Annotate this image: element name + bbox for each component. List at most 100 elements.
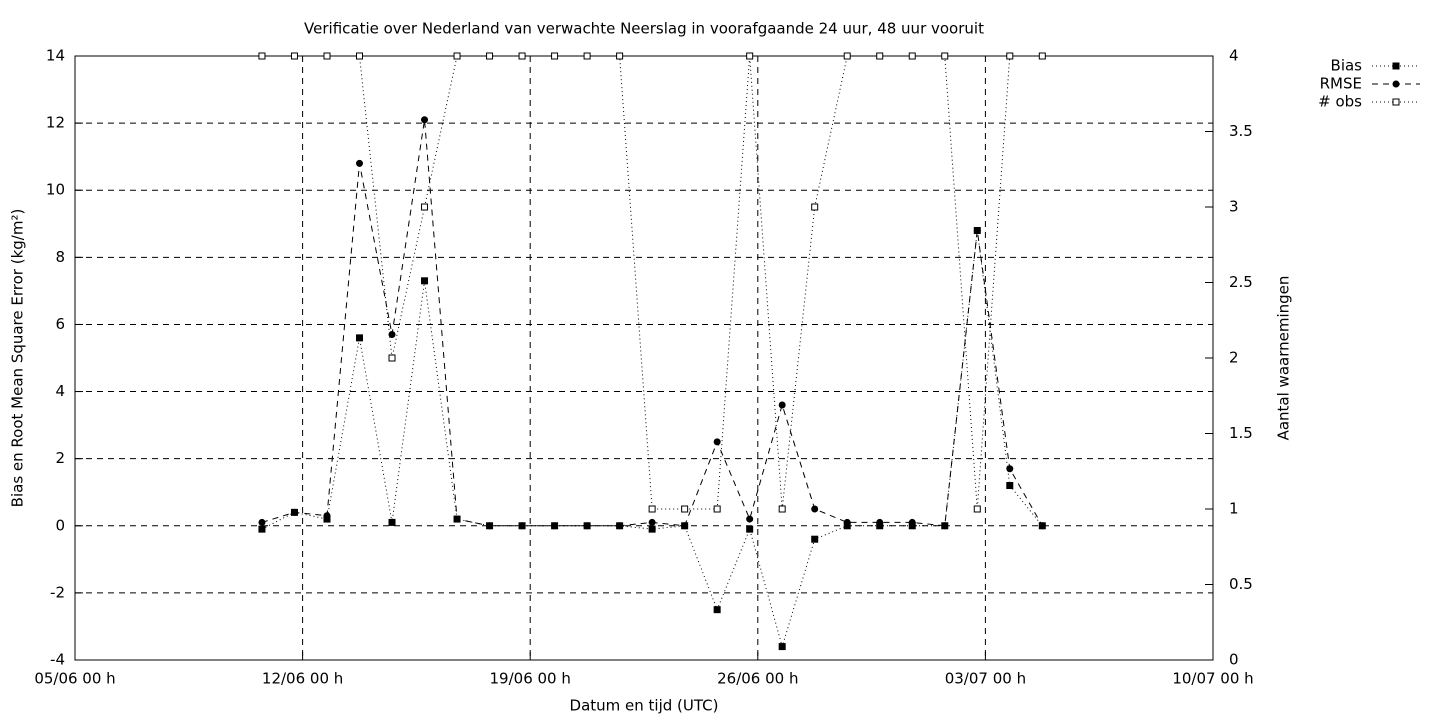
y2-tick-label: 2.5 bbox=[1229, 273, 1253, 291]
y2-tick-label: 0 bbox=[1229, 651, 1239, 669]
plot-frame bbox=[74, 55, 1214, 661]
y-tick-label: 6 bbox=[55, 315, 65, 333]
marker bbox=[973, 226, 981, 234]
marker bbox=[290, 52, 298, 60]
x-axis-label: Datum en tijd (UTC) bbox=[570, 697, 719, 715]
marker bbox=[356, 52, 363, 60]
x-tick-label: 19/06 00 h bbox=[490, 670, 571, 688]
marker bbox=[843, 518, 851, 526]
marker bbox=[811, 505, 819, 513]
y2-tick-label: 3 bbox=[1229, 198, 1239, 216]
legend-marker bbox=[1392, 62, 1400, 70]
x-tick-label: 05/06 00 h bbox=[34, 670, 115, 688]
x-tick-label: 12/06 00 h bbox=[262, 670, 343, 688]
legend-label: Bias bbox=[1331, 57, 1363, 75]
legend-marker bbox=[1392, 80, 1400, 88]
y2-tick-label: 0.5 bbox=[1229, 575, 1253, 593]
series-line bbox=[261, 119, 1043, 527]
marker bbox=[421, 277, 429, 285]
marker bbox=[648, 505, 656, 513]
y2-tick-label: 1.5 bbox=[1229, 424, 1253, 442]
marker bbox=[908, 52, 916, 60]
marker bbox=[811, 203, 819, 211]
legend-label: # obs bbox=[1318, 93, 1362, 111]
marker bbox=[941, 522, 949, 530]
marker bbox=[453, 515, 461, 523]
marker bbox=[388, 331, 396, 339]
y2-tick-label: 1 bbox=[1229, 500, 1239, 518]
marker bbox=[811, 535, 819, 543]
x-tick-label: 03/07 00 h bbox=[945, 670, 1026, 688]
marker bbox=[648, 525, 656, 533]
marker bbox=[876, 518, 884, 526]
marker bbox=[713, 606, 721, 614]
marker bbox=[453, 52, 461, 60]
marker bbox=[323, 52, 331, 60]
x-tick-label: 26/06 00 h bbox=[717, 670, 798, 688]
marker bbox=[1006, 465, 1014, 473]
y2-axis-label: Aantal waarnemingen bbox=[1275, 276, 1293, 441]
series-line bbox=[261, 230, 1043, 649]
marker bbox=[908, 518, 916, 526]
series-line bbox=[261, 55, 1043, 510]
marker bbox=[421, 116, 429, 124]
legend-marker bbox=[1392, 98, 1400, 106]
y-tick-label: -4 bbox=[50, 651, 65, 669]
marker bbox=[583, 522, 591, 530]
marker bbox=[486, 522, 494, 530]
y2-tick-label: 3.5 bbox=[1229, 122, 1253, 140]
marker bbox=[778, 505, 786, 513]
marker bbox=[388, 354, 396, 362]
marker bbox=[616, 52, 624, 60]
marker bbox=[551, 522, 559, 530]
marker bbox=[583, 52, 591, 60]
marker bbox=[323, 512, 331, 520]
marker bbox=[778, 643, 786, 651]
marker bbox=[973, 505, 981, 513]
marker bbox=[290, 508, 298, 516]
chart-title: Verificatie over Nederland van verwachte… bbox=[304, 20, 984, 38]
marker bbox=[258, 525, 266, 533]
y-axis-label: Bias en Root Mean Square Error (kg/m²) bbox=[9, 209, 27, 508]
marker bbox=[713, 505, 721, 513]
marker bbox=[258, 52, 266, 60]
y2-tick-label: 2 bbox=[1229, 349, 1239, 367]
y2-tick-label: 4 bbox=[1229, 47, 1239, 65]
y-tick-label: 0 bbox=[55, 516, 65, 534]
x-tick-label: 10/07 00 h bbox=[1172, 670, 1253, 688]
y-tick-label: 14 bbox=[46, 47, 65, 65]
marker bbox=[746, 525, 754, 533]
y-tick-label: 8 bbox=[55, 248, 65, 266]
marker bbox=[518, 52, 526, 60]
marker bbox=[616, 522, 624, 530]
marker bbox=[1006, 482, 1014, 490]
marker bbox=[746, 52, 754, 60]
marker bbox=[713, 438, 721, 446]
marker bbox=[681, 505, 689, 513]
y-tick-label: 2 bbox=[55, 449, 65, 467]
marker bbox=[356, 334, 363, 342]
y-tick-label: -2 bbox=[50, 583, 65, 601]
marker bbox=[1038, 52, 1046, 60]
legend-label: RMSE bbox=[1320, 75, 1362, 93]
marker bbox=[518, 522, 526, 530]
marker bbox=[876, 52, 884, 60]
marker bbox=[486, 52, 494, 60]
marker bbox=[843, 52, 851, 60]
marker bbox=[356, 159, 363, 167]
marker bbox=[1038, 522, 1046, 530]
marker bbox=[778, 401, 786, 409]
marker bbox=[1006, 52, 1014, 60]
marker bbox=[648, 518, 656, 526]
marker bbox=[388, 518, 396, 526]
y-tick-label: 12 bbox=[46, 114, 65, 132]
marker bbox=[681, 522, 689, 530]
marker bbox=[941, 52, 949, 60]
y-tick-label: 10 bbox=[46, 181, 65, 199]
y-tick-label: 4 bbox=[55, 382, 65, 400]
marker bbox=[258, 518, 266, 526]
marker bbox=[421, 203, 429, 211]
marker bbox=[746, 515, 754, 523]
marker bbox=[551, 52, 559, 60]
